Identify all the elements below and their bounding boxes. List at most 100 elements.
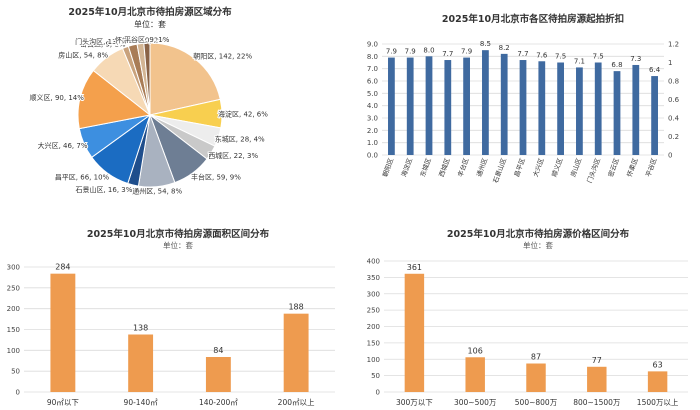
y2-tick-label: 0.6 [668, 96, 680, 104]
pie-slice-label: 门头沟区, 13, 2% [75, 37, 132, 46]
pie-subtitle: 单位：套 [134, 19, 166, 29]
price-subtitle: 单位：套 [523, 240, 553, 250]
pie-title: 2025年10月北京市待拍房源区域分布 [68, 6, 232, 18]
bar-value-label: 8.0 [423, 46, 434, 54]
x-tick-label: 昌平区 [513, 156, 527, 178]
x-tick-label: 丰台区 [455, 156, 470, 178]
y-tick-label: 300 [7, 264, 20, 272]
y-tick-label: 4.0 [367, 102, 378, 110]
x-tick-label: 门头沟区 [585, 156, 603, 184]
x-tick-label: 90㎡以下 [47, 398, 80, 406]
bar-value-label: 7.7 [442, 50, 453, 58]
x-tick-label: 200㎡以上 [278, 398, 315, 406]
pie-slice-label: 房山区, 54, 8% [58, 50, 108, 59]
x-tick-label: 西城区 [437, 156, 451, 178]
bar [463, 57, 470, 155]
y-tick-label: 6.0 [367, 78, 378, 86]
bar [444, 60, 452, 155]
y2-tick-label: 0.4 [668, 115, 680, 123]
price-chart-panel: 2025年10月北京市待拍房源价格区间分布 单位：套 361 106 87 77 63 … [350, 203, 700, 407]
x-tick-label: 140-200㎡ [199, 398, 238, 406]
x-tick-label: 海淀区 [399, 156, 414, 178]
bar-value-label: 8.5 [480, 40, 491, 48]
area-subtitle: 单位：套 [163, 240, 193, 250]
y2-tick-label: 0.8 [668, 78, 679, 86]
bar-value-label: 284 [55, 263, 70, 272]
bar [526, 363, 546, 392]
bar [647, 371, 668, 392]
pie-slice-label: 西城区, 22, 3% [208, 152, 258, 160]
y-tick-label: 7.0 [367, 65, 378, 73]
bar [500, 53, 508, 156]
bar [465, 357, 485, 392]
y-tick-label: 100 [7, 347, 20, 355]
pie-slice-label: 朝阳区, 142, 22% [193, 52, 252, 61]
y-tick-label: 1.0 [367, 139, 378, 147]
bar-value-label: 8.2 [499, 44, 510, 52]
y-tick-label: 400 [367, 258, 380, 266]
bar [482, 50, 489, 155]
x-tick-label: 1500万以上 [637, 398, 679, 406]
pie-slice [77, 69, 152, 130]
y2-tick-label: 1.2 [668, 41, 679, 49]
y-tick-label: 0 [16, 389, 20, 397]
bar [205, 357, 231, 392]
y2-tick-label: 0.2 [668, 133, 679, 141]
pie-slice [143, 42, 151, 116]
x-tick-label: 通州区 [474, 156, 489, 178]
x-tick-label: 大兴区 [531, 156, 546, 178]
x-tick-label: 90-140㎡ [124, 398, 159, 406]
bar-value-label: 6.4 [649, 66, 661, 74]
y-tick-label: 250 [7, 284, 20, 292]
x-tick-label: 密云区 [606, 156, 621, 178]
pie-slice-label: 密云区, 9, 1% [80, 40, 126, 49]
x-tick-label: 朝阳区 [380, 156, 395, 178]
pie-chart-panel: 2025年10月北京市待拍房源区域分布 单位：套 朝阳区, 142, 22% 海淀… [0, 0, 350, 203]
bar-value-label: 7.3 [630, 55, 641, 63]
bar-value-label: 7.5 [593, 53, 604, 61]
y-tick-label: 200 [367, 323, 380, 331]
bar-value-label: 63 [653, 360, 663, 369]
y-tick-label: 300 [367, 290, 380, 298]
bar-value-label: 84 [213, 346, 223, 355]
bar [613, 71, 621, 155]
x-tick-label: 怀柔区 [625, 156, 640, 178]
pie-slice-label: 丰台区, 59, 9% [191, 172, 241, 181]
y-tick-label: 150 [7, 326, 20, 334]
x-tick-label: 顺义区 [550, 156, 564, 178]
area-chart-panel: 2025年10月北京市待拍房源面积区间分布 单位：套 284 138 84 188 0… [0, 203, 350, 407]
bar [388, 57, 395, 155]
bar-value-label: 7.6 [536, 51, 548, 59]
y-tick-label: 350 [367, 274, 380, 282]
y-tick-label: 3.0 [367, 115, 378, 123]
pie-slice-label: 大兴区, 46, 7% [38, 141, 88, 150]
x-tick-label: 石景山区 [491, 156, 509, 184]
y2-tick-label: 1 [668, 59, 672, 67]
y-tick-label: 8.0 [367, 53, 378, 61]
y-tick-label: 250 [367, 307, 380, 315]
x-tick-label: 300~500万 [454, 398, 497, 406]
bar-value-label: 7.9 [461, 48, 472, 56]
y-tick-label: 9.0 [367, 41, 378, 49]
bar-value-label: 7.5 [555, 53, 566, 61]
bar [587, 366, 607, 392]
y-tick-label: 100 [367, 356, 380, 364]
discount-chart-panel: 2025年10月北京市各区待拍房源起拍折扣 7.9 7.9 8.0 7.7 7.9 8.5… [350, 0, 700, 203]
bar-value-label: 138 [133, 324, 148, 333]
y-tick-label: 0 [376, 389, 380, 397]
bar [576, 67, 583, 155]
y2-tick-label: 0 [668, 152, 672, 160]
bar-value-label: 188 [288, 303, 303, 312]
y-tick-label: 5.0 [367, 90, 378, 98]
y-tick-label: 50 [371, 372, 380, 380]
bar-value-label: 7.7 [517, 50, 528, 58]
pie-slice-label: 海淀区, 42, 6% [218, 110, 268, 119]
y-tick-label: 2.0 [367, 127, 378, 135]
x-tick-label: 房山区 [568, 156, 583, 178]
pie-slice-label: 平谷区, 9, 1% [124, 35, 170, 44]
price-title: 2025年10月北京市待拍房源价格区间分布 [447, 228, 630, 240]
bar-value-label: 6.8 [611, 61, 622, 69]
bar [283, 313, 309, 392]
bar-value-label: 7.1 [574, 57, 585, 65]
